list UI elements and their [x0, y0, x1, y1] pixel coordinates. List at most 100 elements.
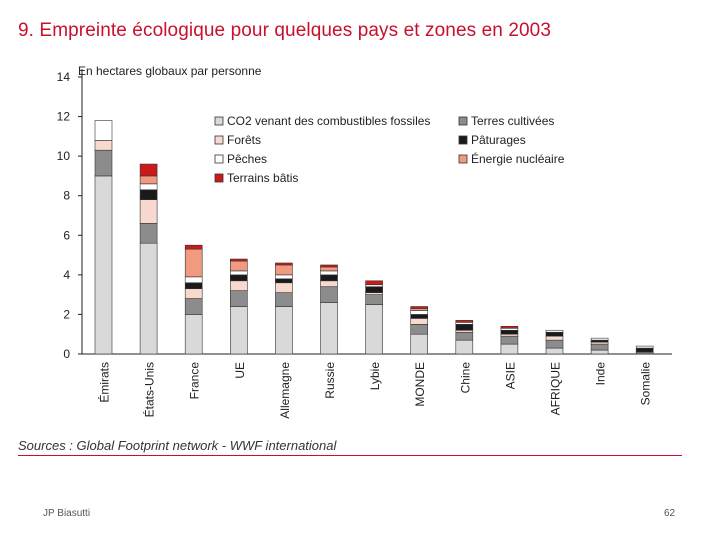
- legend-label: Pêches: [227, 152, 267, 166]
- legend-swatch: [214, 116, 224, 126]
- bar-segment: [139, 183, 158, 191]
- bar-segment: [320, 266, 338, 272]
- bar-segment: [275, 262, 293, 266]
- bar-segment: [635, 345, 654, 349]
- bar-segment: [275, 264, 293, 276]
- bar-segment: [139, 175, 158, 185]
- x-category-label: Inde: [594, 362, 608, 386]
- bar-segment: [545, 335, 564, 341]
- legend-label: Pâturages: [471, 133, 526, 147]
- source-note: Sources : Global Footprint network - WWF…: [18, 438, 337, 453]
- bar-segment: [320, 264, 338, 268]
- legend-label: CO2 venant des combustibles fossiles: [227, 114, 430, 128]
- bar-segment: [455, 331, 474, 341]
- author-footer: JP Biasutti: [43, 508, 91, 519]
- bar-segment: [410, 306, 429, 309]
- bar-segment: [545, 339, 564, 349]
- x-category-label: ASIE: [503, 362, 517, 389]
- x-category-label: UE: [233, 362, 247, 379]
- bar-segment: [410, 318, 429, 325]
- legend-label: Terrains bâtis: [227, 171, 298, 185]
- legend-swatch: [214, 135, 224, 145]
- y-tick-label: 2: [63, 307, 70, 321]
- bar-segment-co2: [500, 343, 519, 355]
- bar-segment: [275, 292, 293, 307]
- legend-swatch: [458, 135, 468, 145]
- x-category-label: Émirats: [97, 362, 112, 403]
- x-category-label: Chine: [458, 362, 472, 394]
- y-tick-label: 14: [57, 70, 71, 84]
- bar-segment: [410, 310, 429, 315]
- bar-segment: [545, 329, 564, 333]
- slide-title: 9. Empreinte écologique pour quelques pa…: [18, 20, 551, 41]
- x-category-label: Allemagne: [278, 362, 292, 419]
- bar-segment: [230, 280, 248, 291]
- legend-label: Forêts: [227, 133, 261, 147]
- legend-swatch: [214, 154, 224, 164]
- bar-segment: [635, 347, 654, 353]
- bar-segment: [500, 335, 519, 345]
- divider-line: [18, 455, 682, 456]
- bar-segment: [184, 288, 203, 299]
- bar-segment: [410, 314, 429, 319]
- x-category-label: France: [188, 362, 202, 400]
- bar-segment: [94, 120, 113, 141]
- bar-segment: [184, 298, 203, 315]
- bar-segment: [365, 294, 383, 305]
- bar-segment: [139, 223, 158, 244]
- legend-swatch: [214, 173, 224, 183]
- bar-segment: [230, 260, 248, 272]
- bar-segment: [455, 320, 474, 323]
- bar-segment: [94, 149, 113, 177]
- bar-segment: [184, 244, 203, 250]
- legend-label: Terres cultivées: [471, 114, 554, 128]
- y-tick-label: 6: [63, 228, 70, 242]
- legend-swatch: [458, 116, 468, 126]
- x-category-label: Russie: [323, 362, 337, 399]
- bar-segment: [365, 286, 383, 293]
- bar-segment: [94, 140, 113, 151]
- bar-segment: [320, 274, 338, 282]
- bar-segment: [455, 324, 474, 331]
- bar-segment: [320, 280, 338, 288]
- bar-segment-co2: [94, 175, 113, 355]
- bar-segment: [320, 286, 338, 303]
- bar-segment-co2: [365, 304, 383, 355]
- bar-segment-co2: [455, 339, 474, 355]
- bar-segment-co2: [320, 302, 338, 355]
- bars-group: [94, 120, 654, 355]
- x-category-label: Somalie: [639, 362, 653, 406]
- x-category-label: AFRIQUE: [549, 362, 563, 415]
- bar-segment-co2: [545, 347, 564, 355]
- x-category-label: Lybie: [368, 362, 382, 391]
- bar-segment: [230, 270, 248, 276]
- y-tick-label: 4: [63, 268, 70, 282]
- bar-segment: [139, 199, 158, 224]
- x-axis-categories: Émirats États-Unis France UE Allemagne Russie…: [97, 362, 653, 419]
- bar-segment: [365, 280, 383, 286]
- y-tick-label: 8: [63, 189, 70, 203]
- bar-segment: [320, 270, 338, 276]
- bar-segment: [410, 324, 429, 335]
- bar-segment: [500, 329, 519, 335]
- bar-segment-co2: [275, 306, 293, 355]
- legend-label: Énergie nucléaire: [471, 151, 565, 166]
- legend-swatch: [458, 154, 468, 164]
- y-tick-label: 10: [57, 149, 71, 163]
- bar-segment-co2: [184, 314, 203, 355]
- bar-segment: [184, 248, 203, 278]
- bar-segment: [275, 282, 293, 293]
- bar-segment: [230, 274, 248, 282]
- bar-segment: [590, 343, 609, 351]
- x-category-label: MONDE: [413, 362, 427, 407]
- y-axis-label: En hectares globaux par personne: [78, 64, 262, 78]
- x-category-label: États-Unis: [142, 362, 157, 417]
- bar-segment-co2: [590, 349, 609, 355]
- y-tick-label: 0: [63, 347, 70, 361]
- bar-segment: [275, 274, 293, 280]
- bar-segment-co2: [410, 333, 429, 355]
- bar-segment-co2: [139, 242, 158, 355]
- y-tick-label: 12: [57, 110, 71, 124]
- stacked-bar-chart: En hectares globaux par personne 0 2 4 6 8 10…: [57, 64, 672, 419]
- bar-segment: [500, 325, 519, 329]
